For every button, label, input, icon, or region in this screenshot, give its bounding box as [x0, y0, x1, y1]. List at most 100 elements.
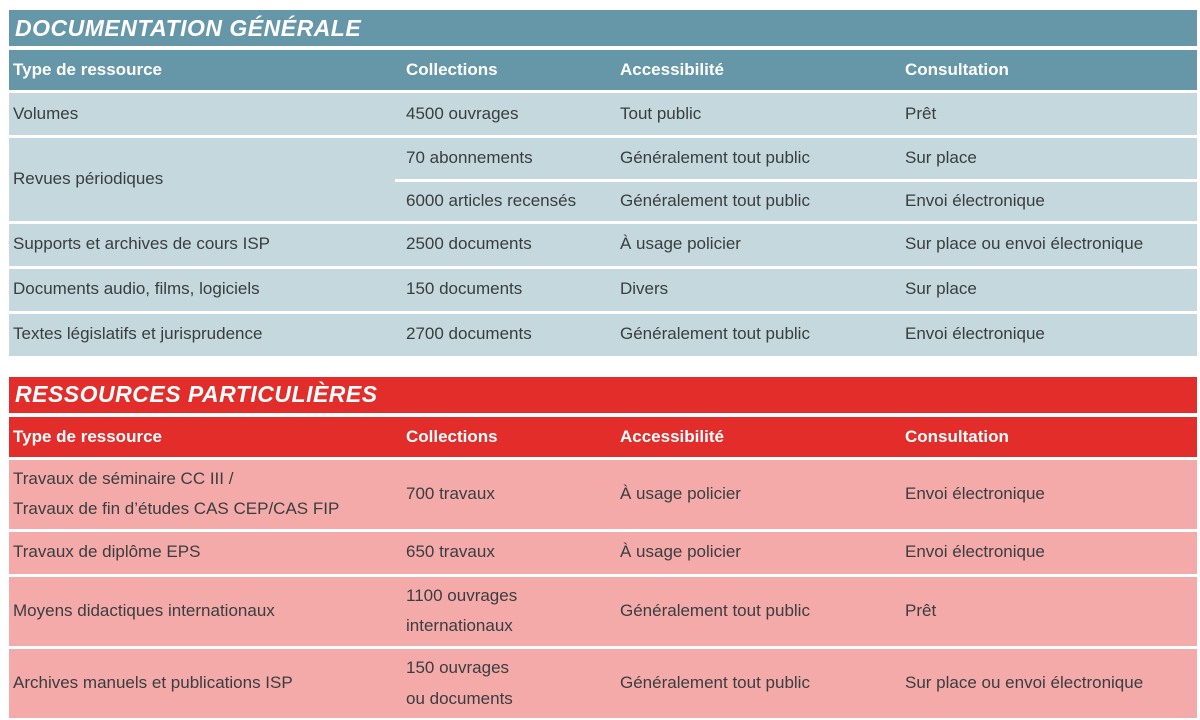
table-body: Volumes 4500 ouvrages Tout public Prêt Revue… [9, 93, 1197, 356]
table-row: Moyens didactiques internationaux 1100 ou… [9, 576, 1197, 646]
cell-text: À usage policier [620, 483, 741, 503]
cell-text: 6000 articles recensés [406, 191, 577, 210]
cell-text: Archives manuels et publications ISP [13, 673, 293, 693]
cell-text: Moyens didactiques internationaux [13, 601, 275, 621]
column-header-accessibilite: Accessibilité [620, 60, 724, 79]
cell-collections: 2700 documents [395, 314, 609, 356]
cell-collections: 700 travaux [395, 460, 609, 529]
cell-accessibilite: À usage policier [609, 224, 894, 266]
column-header-type-de-ressource: Type de ressource [13, 60, 162, 79]
cell-text: Tout public [620, 103, 702, 123]
cell-text: Revues périodiques [13, 169, 164, 188]
cell-type-de-ressource: Moyens didactiques internationaux [9, 577, 395, 646]
cell-accessibilite: Généralement tout public [609, 179, 894, 221]
cell-text: Travaux de diplôme EPS [13, 542, 201, 562]
cell-text: À usage policier [620, 234, 741, 254]
section-title: RESSOURCES PARTICULIÈRES [15, 381, 378, 408]
cell-text: Généralement tout public [620, 673, 810, 693]
cell-text: internationaux [406, 616, 513, 636]
table-row: Documents audio, films, logiciels 150 doc… [9, 268, 1197, 311]
cell-text: Généralement tout public [620, 191, 810, 210]
cell-type-de-ressource: Supports et archives de cours ISP [9, 224, 395, 266]
cell-text: Généralement tout public [620, 324, 810, 344]
cell-accessibilite: À usage policier [609, 460, 894, 529]
cell-accessibilite: Généralement tout public [609, 314, 894, 356]
cell-accessibilite: Généralement tout public [609, 649, 894, 718]
cell-type-de-ressource: Textes législatifs et jurisprudence [9, 314, 395, 356]
cell-collections: 150 ouvrages ou documents [395, 649, 609, 718]
cell-text: Travaux de fin d’études CAS CEP/CAS FIP [13, 499, 340, 519]
cell-text: Envoi électronique [905, 191, 1045, 210]
cell-accessibilite: Généralement tout public [609, 138, 894, 179]
cell-collections: 4500 ouvrages [395, 93, 609, 135]
cell-accessibilite: Divers [609, 269, 894, 311]
column-header-consultation: Consultation [905, 426, 1009, 446]
cell-text: 700 travaux [406, 483, 495, 503]
cell-accessibilite: Tout public [609, 93, 894, 135]
cell-text: 4500 ouvrages [406, 103, 519, 123]
cell-type-de-ressource: Documents audio, films, logiciels [9, 269, 395, 311]
table-row: Volumes 4500 ouvrages Tout public Prêt [9, 93, 1197, 135]
cell-collections: 2500 documents [395, 224, 609, 266]
cell-type-de-ressource: Travaux de séminaire CC III / Travaux de … [9, 460, 395, 529]
cell-text: Travaux de séminaire CC III / [13, 468, 234, 488]
cell-text: Sur place ou envoi électronique [905, 234, 1144, 254]
cell-type-de-ressource: Volumes [9, 93, 395, 135]
cell-consultation: Prêt [894, 577, 1197, 646]
cell-text: Envoi électronique [905, 324, 1045, 344]
cell-consultation: Sur place [894, 138, 1197, 179]
column-header-accessibilite: Accessibilité [620, 426, 724, 446]
cell-text: 70 abonnements [406, 148, 533, 168]
column-header-consultation: Consultation [905, 60, 1009, 79]
cell-type-de-ressource: Revues périodiques [9, 138, 395, 221]
cell-collections: 1100 ouvrages internationaux [395, 577, 609, 646]
cell-text: 2700 documents [406, 324, 532, 344]
cell-text: Divers [620, 279, 669, 299]
table-row: Archives manuels et publications ISP 150 … [9, 648, 1197, 719]
cell-collections: 150 documents [395, 269, 609, 311]
cell-collections: 6000 articles recensés [395, 179, 609, 221]
cell-text: ou documents [406, 688, 513, 708]
column-header-collections: Collections [406, 60, 498, 79]
column-header-row: Type de ressource Collections Accessibil… [9, 50, 1197, 90]
table-row: Revues périodiques 70 abonnements Générale… [9, 138, 1197, 221]
cell-text: Sur place [905, 148, 977, 168]
cell-text: Prêt [905, 103, 937, 123]
cell-text: À usage policier [620, 542, 741, 562]
cell-text: Généralement tout public [620, 148, 810, 168]
cell-consultation: Envoi électronique [894, 460, 1197, 529]
cell-consultation: Sur place ou envoi électronique [894, 224, 1197, 266]
cell-text: Généralement tout public [620, 601, 810, 621]
cell-text: Volumes [13, 103, 79, 123]
cell-accessibilite: À usage policier [609, 532, 894, 574]
cell-text: 150 documents [406, 279, 523, 299]
table-body: Travaux de séminaire CC III / Travaux de … [9, 459, 1197, 719]
table-row: Supports et archives de cours ISP 2500 do… [9, 223, 1197, 266]
cell-text: Textes législatifs et jurisprudence [13, 324, 263, 344]
column-header-type-de-ressource: Type de ressource [13, 426, 162, 446]
cell-consultation: Sur place [894, 269, 1197, 311]
cell-type-de-ressource: Travaux de diplôme EPS [9, 532, 395, 574]
cell-text: Prêt [905, 601, 937, 621]
section-documentation-generale: DOCUMENTATION GÉNÉRALE Type de ressource… [9, 10, 1197, 356]
cell-type-de-ressource: Archives manuels et publications ISP [9, 649, 395, 718]
cell-text: Supports et archives de cours ISP [13, 234, 271, 254]
table-row: Textes législatifs et jurisprudence 2700 … [9, 313, 1197, 356]
cell-text: 1100 ouvrages [406, 585, 518, 605]
cell-consultation: Envoi électronique [894, 532, 1197, 574]
cell-consultation: Envoi électronique [894, 179, 1197, 221]
section-title-bar: DOCUMENTATION GÉNÉRALE [9, 10, 1197, 46]
cell-consultation: Sur place ou envoi électronique [894, 649, 1197, 718]
cell-text: Envoi électronique [905, 542, 1045, 562]
column-header-collections: Collections [406, 426, 498, 446]
cell-accessibilite: Généralement tout public [609, 577, 894, 646]
cell-collections: 70 abonnements [395, 138, 609, 179]
cell-text: Sur place ou envoi électronique [905, 673, 1144, 693]
cell-text: 2500 documents [406, 234, 532, 254]
cell-consultation: Prêt [894, 93, 1197, 135]
section-title-bar: RESSOURCES PARTICULIÈRES [9, 376, 1197, 413]
column-header-row: Type de ressource Collections Accessibil… [9, 416, 1197, 457]
cell-text: Envoi électronique [905, 483, 1045, 503]
cell-text: Sur place [905, 279, 977, 299]
